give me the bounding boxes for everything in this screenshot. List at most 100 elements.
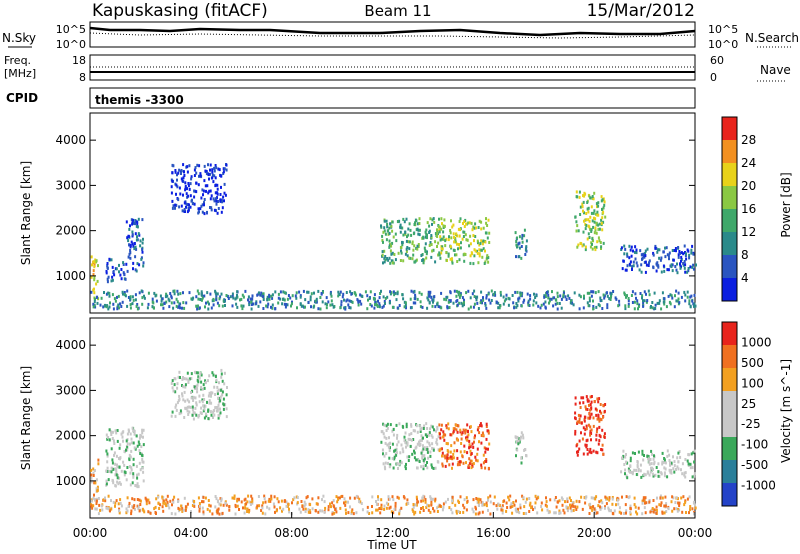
data-cell [366, 307, 369, 311]
data-cell [203, 398, 206, 401]
data-cell [484, 303, 487, 307]
data-cell [382, 304, 385, 308]
data-cell [692, 252, 695, 256]
data-cell [108, 294, 111, 298]
data-cell [391, 241, 394, 245]
data-cell [144, 496, 147, 500]
data-cell [388, 465, 391, 469]
data-cell [515, 454, 517, 458]
data-cell [358, 500, 361, 504]
data-cell [174, 405, 177, 409]
data-cell [386, 257, 389, 260]
data-cell [124, 277, 127, 281]
data-cell [431, 442, 434, 446]
data-cell [446, 306, 449, 310]
data-cell [422, 236, 425, 240]
data-cell [110, 279, 113, 283]
data-cell [656, 250, 659, 254]
data-cell [693, 474, 696, 478]
data-cell [453, 289, 456, 293]
data-cell [384, 467, 387, 471]
data-cell [417, 500, 420, 504]
data-cell [649, 470, 652, 474]
data-cell [310, 305, 312, 309]
data-cell [398, 510, 401, 514]
data-cell [190, 177, 193, 181]
data-cell [583, 294, 585, 298]
data-cell [408, 247, 411, 251]
data-cell [202, 189, 205, 193]
data-cell [439, 436, 442, 440]
data-cell [472, 305, 475, 309]
data-cell [575, 499, 578, 503]
data-cell [460, 437, 463, 441]
data-cell [136, 485, 139, 489]
data-cell [440, 247, 443, 251]
data-cell [448, 299, 451, 303]
data-cell [95, 497, 98, 501]
data-cell [445, 251, 448, 254]
data-cell [162, 306, 165, 310]
data-cell [132, 218, 135, 222]
data-cell [211, 391, 214, 395]
data-cell [402, 450, 405, 454]
data-cell [136, 498, 139, 501]
data-cell [428, 231, 431, 234]
data-cell [687, 267, 690, 270]
data-cell [488, 241, 491, 244]
data-cell [397, 496, 400, 500]
data-cell [415, 445, 418, 449]
data-cell [381, 238, 384, 242]
data-cell [323, 500, 326, 504]
data-cell [188, 187, 191, 191]
data-cell [209, 206, 211, 209]
data-cell [597, 504, 600, 508]
data-cell [679, 251, 681, 255]
data-cell [102, 498, 105, 502]
data-cell [93, 300, 96, 303]
data-cell [554, 496, 557, 499]
data-cell [441, 462, 444, 466]
data-cell [208, 374, 211, 378]
data-cell [226, 294, 229, 298]
data-cell [125, 511, 128, 515]
data-cell [360, 302, 363, 306]
data-cell [594, 228, 597, 232]
data-cell [296, 501, 299, 505]
data-cell [455, 423, 458, 427]
data-cell [590, 205, 593, 209]
data-cell [398, 512, 401, 516]
data-cell [350, 512, 353, 515]
data-cell [566, 500, 569, 503]
data-cell [170, 296, 173, 300]
data-cell [606, 291, 608, 295]
data-cell [135, 434, 138, 438]
data-cell [345, 291, 348, 294]
data-cell [201, 387, 204, 391]
data-cell [482, 453, 485, 457]
data-cell [91, 263, 93, 267]
data-cell [473, 226, 476, 230]
data-cell [223, 199, 225, 203]
data-cell [651, 466, 654, 470]
data-cell [436, 506, 439, 510]
data-cell [679, 262, 681, 266]
data-cell [416, 430, 419, 434]
data-cell [583, 415, 586, 419]
data-cell [192, 417, 195, 421]
data-cell [680, 468, 682, 472]
data-cell [215, 497, 218, 501]
data-cell [586, 408, 589, 411]
data-cell [665, 246, 668, 250]
data-cell [418, 460, 421, 463]
data-cell [445, 442, 448, 445]
data-cell [439, 432, 441, 436]
data-cell [214, 291, 217, 295]
data-cell [433, 428, 435, 432]
data-cell [601, 428, 604, 432]
data-cell [410, 424, 413, 428]
data-cell [161, 505, 164, 509]
data-cell [599, 435, 602, 439]
data-cell [576, 453, 579, 457]
data-cell [691, 475, 694, 479]
